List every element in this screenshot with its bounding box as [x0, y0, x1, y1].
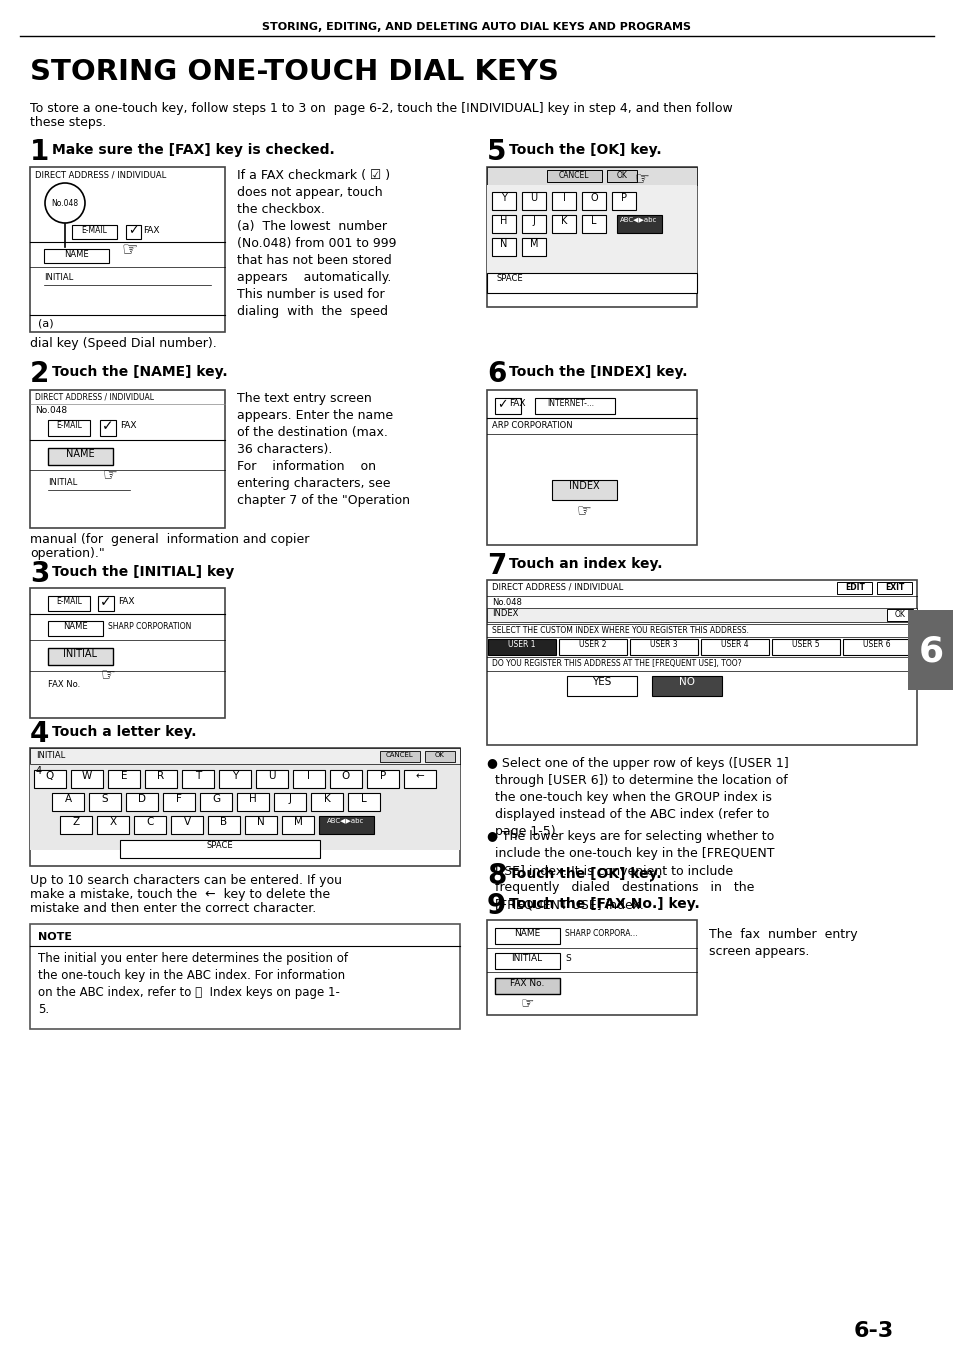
Bar: [245, 816, 276, 834]
Text: FAX: FAX: [118, 597, 134, 607]
Bar: [367, 770, 398, 788]
Bar: [488, 639, 556, 655]
Text: these steps.: these steps.: [30, 116, 106, 128]
Text: Touch the [INITIAL] key: Touch the [INITIAL] key: [52, 565, 234, 580]
Text: Touch the [NAME] key.: Touch the [NAME] key.: [52, 365, 228, 380]
Text: L: L: [591, 216, 597, 226]
Bar: [700, 639, 768, 655]
Text: ABC◀▶abc: ABC◀▶abc: [327, 817, 364, 823]
Text: Q: Q: [46, 771, 54, 781]
Text: USER 4: USER 4: [720, 640, 748, 648]
Text: O: O: [590, 193, 598, 203]
Text: INITIAL: INITIAL: [36, 751, 65, 761]
Text: SHARP CORPORA...: SHARP CORPORA...: [564, 929, 637, 938]
Bar: [330, 770, 361, 788]
Text: S: S: [102, 794, 109, 804]
Text: OK: OK: [435, 753, 444, 758]
Text: G: G: [212, 794, 220, 804]
Text: O: O: [341, 771, 350, 781]
Text: OK: OK: [894, 611, 904, 619]
Text: EXIT: EXIT: [884, 584, 903, 592]
Text: FAX: FAX: [120, 422, 136, 430]
Text: V: V: [183, 817, 191, 827]
Bar: [771, 639, 840, 655]
Bar: [492, 215, 516, 232]
Bar: [612, 192, 636, 209]
Text: B: B: [220, 817, 228, 827]
Bar: [44, 249, 109, 263]
Bar: [98, 596, 113, 611]
Text: M: M: [294, 817, 302, 827]
Bar: [30, 924, 459, 1029]
Text: NOTE: NOTE: [38, 932, 71, 942]
Bar: [318, 816, 374, 834]
Text: A: A: [65, 794, 71, 804]
Text: Touch the [OK] key.: Touch the [OK] key.: [509, 143, 661, 157]
Text: N: N: [257, 817, 265, 827]
Text: E-MAIL: E-MAIL: [81, 226, 107, 235]
Text: INTERNET-...: INTERNET-...: [546, 399, 594, 408]
Text: ☞: ☞: [576, 503, 591, 520]
Bar: [495, 928, 559, 944]
Text: dial key (Speed Dial number).: dial key (Speed Dial number).: [30, 336, 216, 350]
Text: SHARP CORPORATION: SHARP CORPORATION: [108, 621, 192, 631]
Text: Touch an index key.: Touch an index key.: [509, 557, 661, 571]
Text: E-MAIL: E-MAIL: [56, 597, 82, 607]
Bar: [535, 399, 615, 413]
Bar: [145, 770, 177, 788]
Bar: [48, 648, 112, 665]
Text: SELECT THE CUSTOM INDEX WHERE YOU REGISTER THIS ADDRESS.: SELECT THE CUSTOM INDEX WHERE YOU REGIST…: [492, 626, 748, 635]
Bar: [182, 770, 213, 788]
Text: YES: YES: [592, 677, 611, 688]
Text: U: U: [530, 193, 537, 203]
Bar: [30, 748, 459, 866]
Text: INITIAL: INITIAL: [44, 273, 73, 282]
Text: 9: 9: [486, 892, 506, 920]
Bar: [274, 793, 306, 811]
Bar: [100, 420, 116, 436]
Text: USER 3: USER 3: [650, 640, 677, 648]
Bar: [566, 676, 637, 696]
Text: 5: 5: [486, 138, 506, 166]
Bar: [48, 596, 90, 611]
Text: The text entry screen
appears. Enter the name
of the destination (max.
36 charac: The text entry screen appears. Enter the…: [236, 392, 410, 507]
Bar: [30, 748, 459, 765]
Bar: [552, 215, 576, 232]
Text: FAX No.: FAX No.: [48, 680, 80, 689]
Circle shape: [45, 182, 85, 223]
Text: CANCEL: CANCEL: [386, 753, 414, 758]
Text: DIRECT ADDRESS / INDIVIDUAL: DIRECT ADDRESS / INDIVIDUAL: [492, 584, 622, 592]
Bar: [907, 611, 953, 690]
Text: FAX No.: FAX No.: [509, 979, 543, 988]
Text: DO YOU REGISTER THIS ADDRESS AT THE [FREQUENT USE], TOO?: DO YOU REGISTER THIS ADDRESS AT THE [FRE…: [492, 659, 740, 667]
Text: J: J: [288, 794, 292, 804]
Bar: [219, 770, 251, 788]
Text: C: C: [146, 817, 153, 827]
Text: EDIT: EDIT: [844, 584, 864, 592]
Text: ✓: ✓: [100, 594, 112, 609]
Bar: [34, 770, 66, 788]
Text: H: H: [499, 216, 507, 226]
Text: FAX: FAX: [143, 226, 159, 235]
Text: No.048: No.048: [35, 407, 67, 415]
Text: USER 1: USER 1: [508, 640, 536, 648]
Text: T: T: [194, 771, 201, 781]
Text: If a FAX checkmark ( ☑ )
does not appear, touch
the checkbox.
(a)  The lowest  n: If a FAX checkmark ( ☑ ) does not appear…: [236, 169, 396, 317]
Text: F: F: [176, 794, 182, 804]
Text: ☞: ☞: [100, 666, 115, 684]
Text: NAME: NAME: [514, 929, 539, 938]
Text: manual (for  general  information and copier: manual (for general information and copi…: [30, 534, 309, 546]
Bar: [208, 816, 240, 834]
Text: ✓: ✓: [128, 224, 138, 236]
Text: NAME: NAME: [66, 449, 94, 459]
Bar: [486, 273, 697, 293]
Text: ● Select one of the upper row of keys ([USER 1]
  through [USER 6]) to determine: ● Select one of the upper row of keys ([…: [486, 757, 788, 838]
Bar: [171, 816, 203, 834]
Text: DIRECT ADDRESS / INDIVIDUAL: DIRECT ADDRESS / INDIVIDUAL: [35, 172, 166, 180]
Bar: [89, 793, 121, 811]
Text: INDEX: INDEX: [492, 609, 517, 617]
Bar: [486, 168, 697, 185]
Bar: [200, 793, 232, 811]
Text: Up to 10 search characters can be entered. If you: Up to 10 search characters can be entere…: [30, 874, 341, 888]
Text: USER 6: USER 6: [862, 640, 890, 648]
